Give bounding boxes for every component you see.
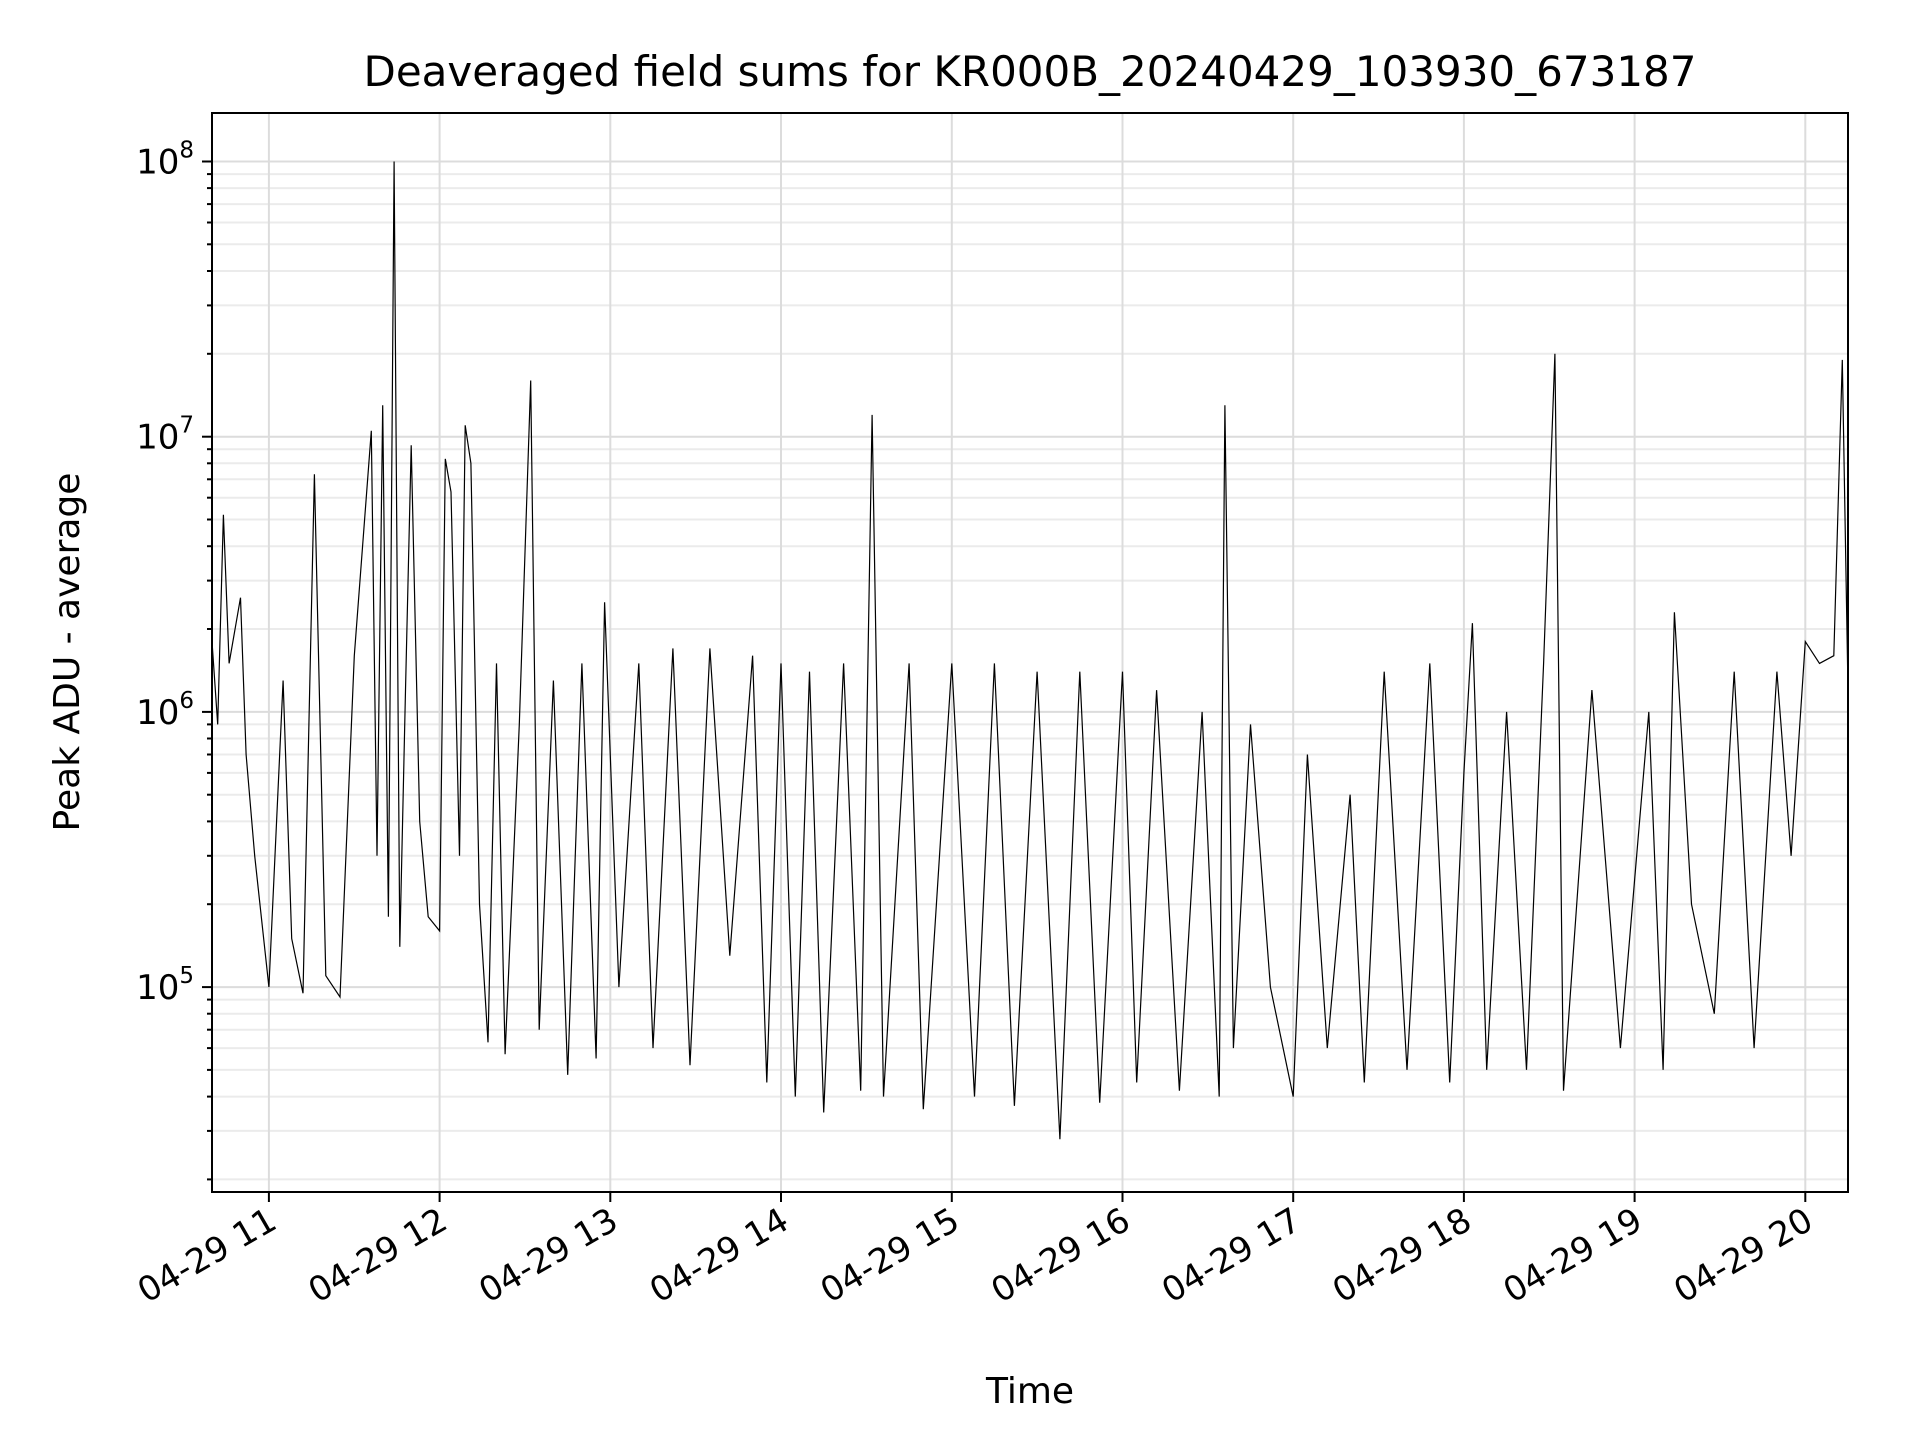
chart-title: Deaveraged field sums for KR000B_2024042… [364, 47, 1697, 96]
y-axis-label: Peak ADU - average [47, 473, 88, 832]
y-tick-base: 10 [136, 418, 179, 458]
y-tick-base: 10 [136, 143, 179, 183]
y-tick-label: 106 [136, 688, 194, 733]
y-tick-label: 108 [136, 138, 194, 183]
x-axis-label: Time [985, 1371, 1074, 1412]
y-tick-exponent: 5 [179, 963, 194, 989]
plot-frame [211, 112, 1849, 1193]
y-tick-label: 107 [136, 413, 194, 458]
y-tick-label: 105 [136, 963, 194, 1008]
y-tick-exponent: 6 [179, 688, 194, 714]
series-line [211, 161, 1849, 1140]
y-tick-base: 10 [136, 693, 179, 733]
y-tick-base: 10 [136, 968, 179, 1008]
series-layer [211, 161, 1849, 1140]
y-tick-exponent: 8 [179, 138, 194, 164]
y-tick-exponent: 7 [179, 413, 194, 439]
grid [212, 113, 1848, 1192]
